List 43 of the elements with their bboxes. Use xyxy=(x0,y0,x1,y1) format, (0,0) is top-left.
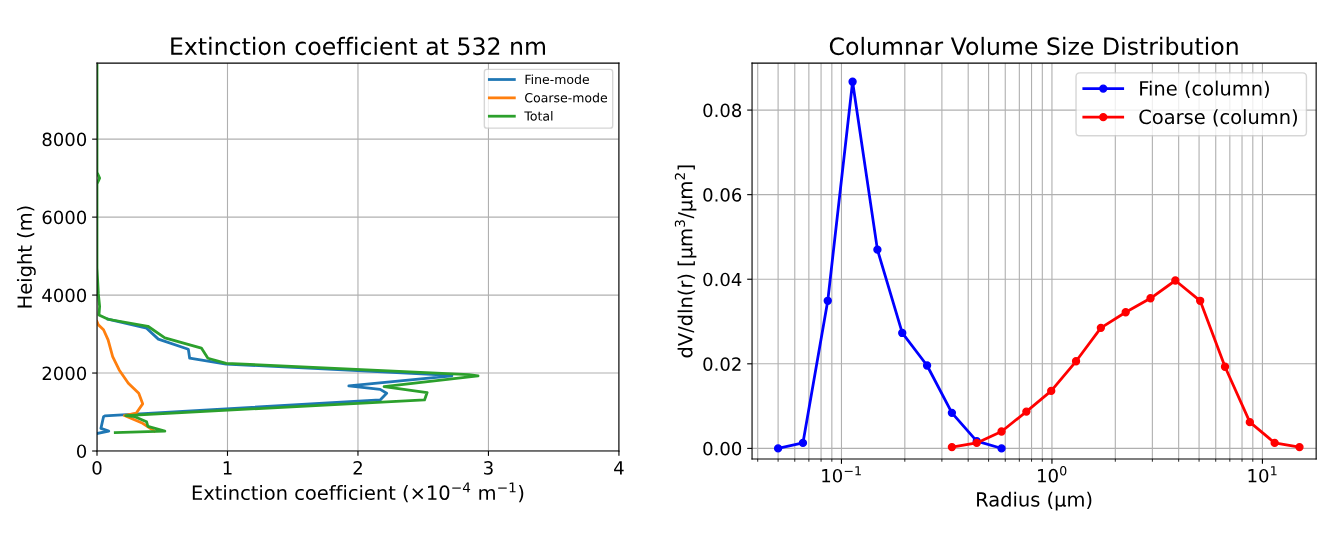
y-tick-label: 4000 xyxy=(42,288,87,303)
x-tick-label: 10$^{−1}$ xyxy=(822,466,861,483)
y-tick-label: 0.06 xyxy=(703,188,742,202)
legend-label: Fine (column) xyxy=(1140,80,1269,98)
point xyxy=(1295,442,1304,452)
legend-label: Coarse (column) xyxy=(1139,109,1297,127)
x-tick-label: 10$^{0}$ xyxy=(1038,465,1067,483)
point xyxy=(1196,296,1205,305)
point xyxy=(1270,438,1279,448)
y-tick-label: 0.00 xyxy=(703,441,742,456)
legend-label: Total xyxy=(524,111,553,121)
legend-label: Coarse-mode xyxy=(525,92,608,103)
point xyxy=(1171,276,1180,285)
y-axis-title: Height (m) xyxy=(16,206,36,308)
y-tick-label: 0.04 xyxy=(703,272,742,287)
y-tick-label: 6000 xyxy=(42,210,87,225)
point xyxy=(1047,386,1056,396)
legend-label: Fine-mode xyxy=(525,74,590,85)
point xyxy=(1071,357,1081,366)
point xyxy=(947,442,957,452)
x-axis-title: Extinction coefficient (×10$^{−4}$ m$^{−1}$) xyxy=(192,482,524,503)
x-tick-label: 2 xyxy=(353,461,362,475)
x-tick-label: 4 xyxy=(614,461,624,475)
x-tick-label: 1 xyxy=(223,461,232,475)
point xyxy=(1220,362,1230,371)
chart-title: Columnar Volume Size Distribution xyxy=(829,36,1238,56)
y-tick-label: 0 xyxy=(76,444,87,459)
point xyxy=(997,427,1006,436)
x-tick-label: 3 xyxy=(484,461,493,475)
point xyxy=(1096,323,1106,333)
point xyxy=(1022,407,1031,416)
point xyxy=(1245,418,1255,427)
point xyxy=(1146,294,1155,303)
chart-title: Extinction coefficient at 532 nm xyxy=(171,36,546,56)
y-axis-title: dV/dln(r) [μm$^{3}$/μm$^{2}$] xyxy=(674,165,697,358)
y-tick-label: 8000 xyxy=(42,132,87,147)
x-axis-title: Radius (μm) xyxy=(977,491,1092,511)
y-tick-label: 2000 xyxy=(42,366,87,381)
x-tick-label: 0 xyxy=(92,461,102,475)
y-tick-label: 0.02 xyxy=(703,357,741,371)
point xyxy=(1121,308,1130,317)
x-tick-label: 10$^{1}$ xyxy=(1248,466,1277,483)
y-tick-label: 0.08 xyxy=(703,103,742,118)
